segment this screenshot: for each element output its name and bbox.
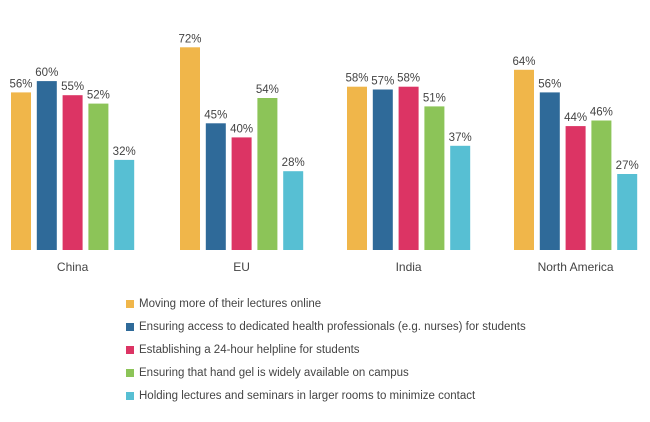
bar-north-america-series-5	[617, 174, 638, 250]
bar-india-series-2	[372, 89, 393, 250]
bar-chart: 56%60%55%52%32%72%45%40%54%28%58% 57% 58%5…	[9, 33, 638, 274]
value-label: 40%	[230, 123, 253, 135]
value-label: 28%	[282, 157, 305, 169]
value-label: 64%	[512, 56, 535, 68]
legend-label: Establishing a 24-hour helpline for stud…	[139, 343, 360, 356]
legend-label: Moving more of their lectures online	[139, 297, 322, 310]
legend-item: Ensuring that hand gel is widely availab…	[126, 361, 646, 384]
legend-item: Moving more of their lectures online	[126, 292, 646, 315]
value-label: 51%	[423, 92, 446, 104]
bar-china-series-1	[11, 92, 31, 251]
category-labels-group: China EU India North America	[57, 260, 614, 274]
category-label-eu: EU	[233, 260, 250, 274]
value-label: 32%	[113, 146, 136, 158]
bar-north-america-series-2	[539, 92, 560, 251]
bar-eu-series-3	[231, 137, 252, 250]
legend-swatch	[126, 368, 134, 377]
value-label: 37%	[449, 132, 472, 144]
legend-label: Ensuring that hand gel is widely availab…	[139, 366, 409, 379]
bar-china-series-4	[88, 103, 109, 250]
bars-group	[11, 47, 638, 251]
legend-swatch	[126, 345, 134, 354]
legend: Moving more of their lectures online Ensu…	[126, 292, 646, 407]
legend-label: Holding lectures and seminars in larger …	[139, 389, 476, 402]
legend-swatch	[126, 322, 134, 331]
legend-swatch	[126, 391, 134, 400]
value-label: 54%	[256, 84, 279, 96]
value-label: 55%	[61, 81, 84, 93]
value-label: 58%	[345, 73, 368, 85]
bar-north-america-series-1	[514, 69, 534, 250]
bar-india-series-1	[347, 86, 367, 250]
bar-china-series-5	[114, 159, 135, 250]
bar-china-series-2	[36, 81, 57, 250]
bar-north-america-series-3	[565, 126, 586, 250]
bar-india-series-4	[424, 106, 445, 251]
value-label: 56%	[538, 78, 561, 90]
value-label: 57%	[371, 76, 394, 88]
legend-label: Ensuring access to dedicated health prof…	[139, 320, 526, 333]
value-label: 72%	[178, 33, 201, 45]
legend-swatch	[126, 299, 134, 308]
bar-india-series-3	[398, 86, 419, 250]
legend-item: Holding lectures and seminars in larger …	[126, 384, 646, 407]
value-label: 27%	[616, 160, 639, 172]
value-label: 56%	[9, 78, 32, 90]
bar-india-series-5	[450, 145, 471, 250]
bar-eu-series-5	[283, 171, 304, 250]
bar-north-america-series-4	[591, 120, 612, 250]
bar-eu-series-2	[205, 123, 226, 250]
bar-eu-series-1	[180, 47, 200, 250]
value-labels-group: 56%60%55%52%32%72%45%40%54%28%58% 57% 58%5…	[9, 33, 638, 172]
legend-item: Ensuring access to dedicated health prof…	[126, 315, 646, 338]
value-label: 46%	[590, 107, 613, 119]
category-label-india: India	[396, 260, 422, 274]
category-label-china: China	[57, 260, 89, 274]
value-label: 58%	[397, 73, 420, 85]
category-label-north-america: North America	[538, 260, 614, 274]
legend-item: Establishing a 24-hour helpline for stud…	[126, 338, 646, 361]
value-label: 45%	[204, 109, 227, 121]
value-label: 52%	[87, 90, 110, 102]
bar-eu-series-4	[257, 98, 278, 250]
value-label: 60%	[35, 67, 58, 79]
value-label: 44%	[564, 112, 587, 124]
bar-china-series-3	[62, 95, 83, 250]
